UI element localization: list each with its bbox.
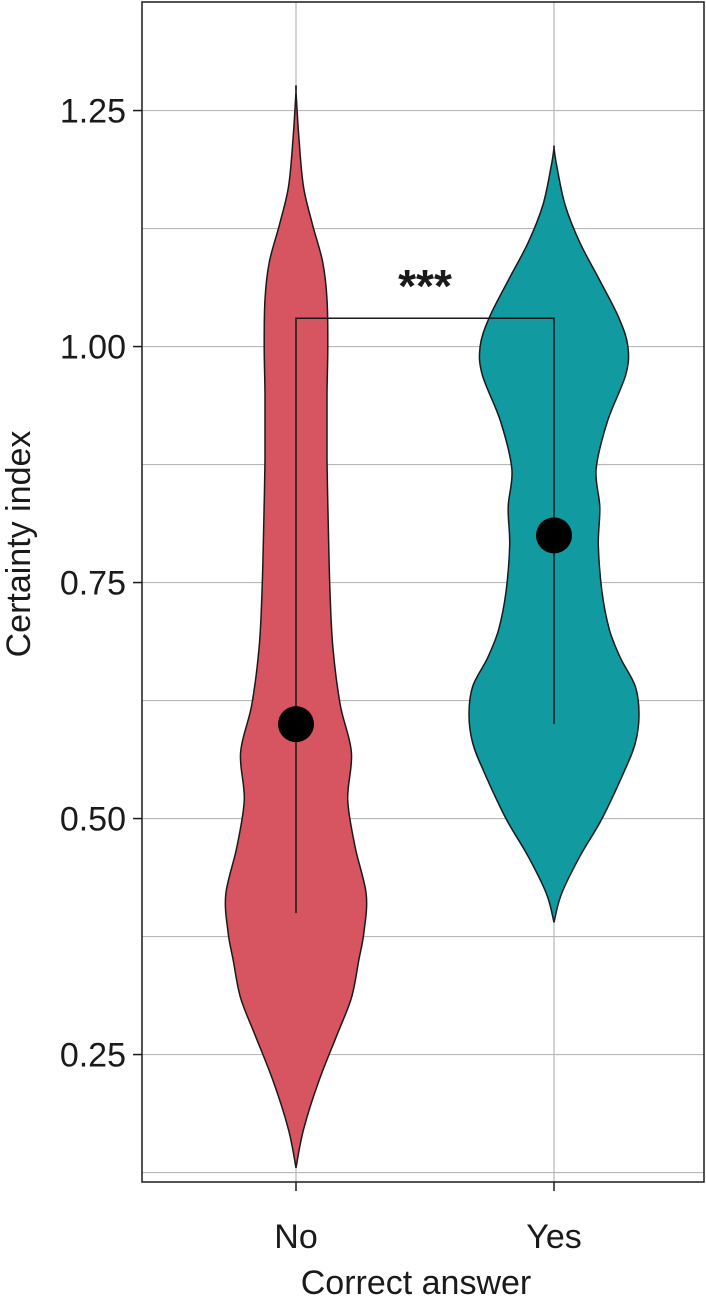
significance-bracket-line xyxy=(295,317,555,347)
x-tick-label: Yes xyxy=(526,1218,581,1256)
y-tick-label: 0.75 xyxy=(60,565,126,603)
y-tick-label: 0.25 xyxy=(60,1037,126,1075)
x-axis-title: Correct answer xyxy=(301,1264,532,1300)
panel-border xyxy=(141,1,705,1183)
y-axis-ticks: 0.25 0.50 0.75 1.00 1.25 xyxy=(60,93,142,1075)
y-tick-label: 1.00 xyxy=(60,329,126,367)
significance-label: *** xyxy=(398,260,452,312)
x-axis-ticks: No Yes xyxy=(274,1182,582,1256)
x-tick-label: No xyxy=(274,1218,317,1256)
grid-lines xyxy=(142,2,704,1182)
violins xyxy=(224,85,640,1168)
median-point-no xyxy=(278,706,314,743)
y-axis-title: Certainty index xyxy=(0,431,38,658)
median-points xyxy=(278,517,572,743)
median-point-yes xyxy=(536,517,572,554)
significance-bracket: *** xyxy=(295,260,555,347)
y-tick-label: 1.25 xyxy=(60,93,126,131)
y-tick-label: 0.50 xyxy=(60,801,126,839)
